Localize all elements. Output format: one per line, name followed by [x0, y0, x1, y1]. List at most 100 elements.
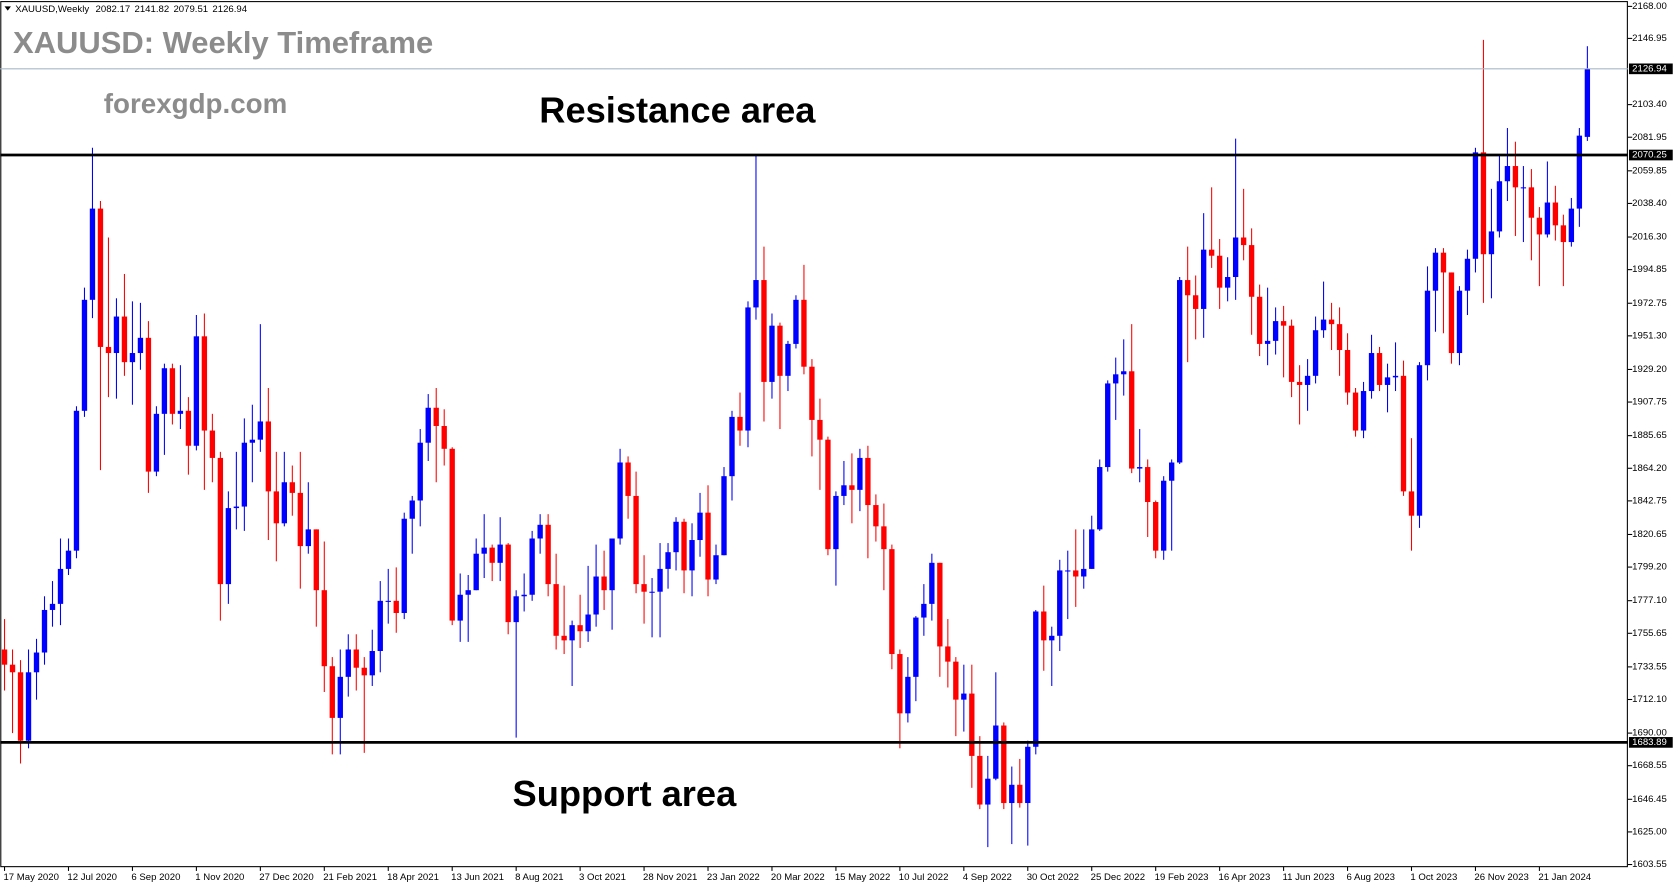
candle-body	[969, 693, 975, 756]
candle-body	[521, 594, 527, 597]
candle-body	[761, 280, 767, 382]
candle-body	[217, 457, 224, 585]
candle-body	[1536, 217, 1543, 235]
candle-body	[305, 529, 311, 547]
candle-body	[1033, 611, 1039, 747]
candle-body	[1224, 277, 1231, 288]
candle-body	[1448, 272, 1455, 354]
x-tick-label: 18 Apr 2021	[387, 872, 439, 883]
candle-body	[697, 512, 703, 541]
candle-body	[945, 646, 951, 662]
candle-body	[1121, 371, 1127, 375]
candle-body	[1424, 290, 1431, 366]
candle-body	[401, 518, 407, 613]
candle-body	[1200, 249, 1207, 309]
candle-body	[505, 544, 511, 623]
y-tick-label: 1733.55	[1632, 661, 1667, 672]
candle-body	[633, 495, 639, 585]
candle-body	[241, 442, 248, 507]
candle-body	[1073, 570, 1079, 577]
x-tick-label: 15 May 2022	[835, 872, 890, 883]
y-tick-label: 1951.30	[1632, 330, 1667, 341]
x-tick-label: 8 Aug 2021	[515, 872, 564, 883]
y-tick-label: 1820.65	[1632, 529, 1667, 540]
candle-body	[585, 614, 591, 632]
candle-body	[737, 416, 743, 431]
candle-body	[353, 649, 359, 668]
candle-body	[889, 549, 895, 655]
candle-body	[1097, 467, 1103, 530]
candle-body	[1065, 570, 1071, 572]
candle-body	[1464, 258, 1471, 291]
candle-body	[17, 672, 24, 741]
x-tick-label: 4 Sep 2022	[963, 872, 1012, 883]
candle-body	[65, 550, 72, 569]
candle-body	[257, 421, 264, 440]
candle-body	[1105, 383, 1111, 468]
candle-body	[553, 584, 559, 636]
candle-body	[1544, 202, 1551, 235]
candle-body	[1440, 252, 1447, 273]
candle-body	[25, 672, 32, 741]
candle-body	[857, 457, 863, 490]
candle-body	[97, 208, 104, 347]
candle-body	[617, 462, 623, 539]
x-tick-label: 27 Dec 2020	[259, 872, 313, 883]
candle-body	[113, 316, 120, 354]
x-tick-label: 12 Jul 2020	[67, 872, 117, 883]
x-tick-label: 30 Oct 2022	[1027, 872, 1079, 883]
candle-body	[1041, 611, 1047, 641]
candle-body	[817, 419, 823, 440]
candle-body	[721, 476, 727, 556]
candle-body	[1049, 635, 1055, 641]
candle-body	[1192, 295, 1199, 309]
candle-body	[921, 603, 927, 618]
candle-body	[161, 368, 168, 414]
candle-body	[793, 299, 799, 344]
ohlc-value: 2141.82	[135, 4, 170, 15]
candle-body	[769, 325, 775, 382]
candle-body	[369, 651, 375, 676]
candle-body	[1568, 208, 1575, 243]
ohlc-value: 2079.51	[173, 4, 208, 15]
candle-body	[745, 307, 751, 431]
candle-body	[1528, 187, 1535, 218]
candle-body	[1512, 166, 1519, 188]
candle-body	[1280, 321, 1287, 326]
y-tick-label: 1972.75	[1632, 298, 1667, 309]
candle-body	[313, 529, 319, 591]
x-tick-label: 19 Feb 2023	[1155, 872, 1209, 883]
candle-body	[249, 439, 256, 443]
candle-body	[417, 442, 423, 501]
candle-body	[73, 410, 80, 551]
candle-body	[473, 553, 479, 591]
candle-body	[201, 336, 208, 431]
x-tick-label: 17 May 2020	[3, 872, 58, 883]
price-tag	[1628, 63, 1673, 75]
candle-body	[1488, 231, 1495, 255]
price-axis: 2168.00 2146.95 2103.40 2081.95 2059.85 2038.…	[3, 1, 1673, 883]
candle-body	[673, 521, 679, 553]
y-tick-label: 2016.30	[1632, 232, 1667, 243]
candle-body	[657, 568, 663, 592]
candle-body	[1520, 187, 1527, 189]
y-tick-label: 2146.95	[1632, 33, 1667, 44]
candle-body	[1, 649, 8, 665]
candle-body	[1400, 375, 1407, 492]
x-tick-label: 1 Nov 2020	[195, 872, 244, 883]
candle-body	[265, 421, 272, 492]
candle-body	[225, 508, 232, 585]
candle-body	[433, 407, 439, 427]
candle-body	[1248, 245, 1255, 297]
x-tick-label: 6 Sep 2020	[131, 872, 180, 883]
candle-body	[953, 661, 959, 700]
candle-body	[1344, 349, 1351, 393]
chart-title: XAUUSD: Weekly Timeframe	[13, 25, 433, 60]
x-tick-label: 21 Feb 2021	[323, 872, 377, 883]
y-tick-label: 2168.00	[1632, 1, 1667, 12]
candle-body	[281, 482, 287, 524]
price-tag-label: 1683.89	[1632, 737, 1667, 748]
y-tick-label: 1646.45	[1632, 794, 1667, 805]
candle-body	[1137, 467, 1143, 469]
